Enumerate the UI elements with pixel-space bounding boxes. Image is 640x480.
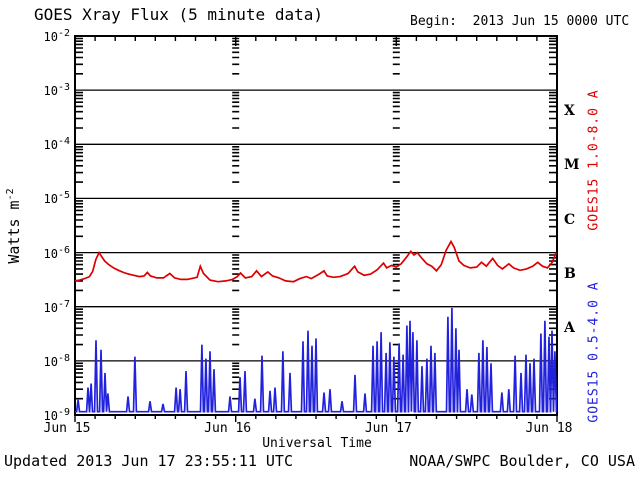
y-tick-label: 10-9 <box>43 407 71 423</box>
flare-class-C: C <box>564 211 576 228</box>
y-tick-label: 10-2 <box>43 28 71 44</box>
begin-time-label: Begin: 2013 Jun 15 0000 UTC <box>410 14 630 29</box>
y-axis-title: Watts m-2 <box>5 188 23 263</box>
y-tick-label: 10-8 <box>43 352 71 369</box>
y-axis-title-base: Watts m <box>5 200 23 264</box>
y-tick-label: 10-7 <box>43 298 71 315</box>
x-tick-label: Jun 18 <box>525 421 573 436</box>
y-tick-label: 10-6 <box>43 244 71 261</box>
flare-class-A: A <box>564 319 575 336</box>
xray-long-trace <box>74 239 557 283</box>
footer-updated-timestamp: Updated 2013 Jun 17 23:55:11 UTC <box>4 452 293 470</box>
x-axis-title: Universal Time <box>262 436 372 451</box>
y-tick-label: 10-5 <box>43 190 71 207</box>
flare-class-M: M <box>564 157 580 174</box>
chart-title: GOES Xray Flux (5 minute data) <box>34 5 323 24</box>
plot-frame <box>74 35 558 416</box>
decade-grid-lines <box>75 89 557 362</box>
xray-short-trace <box>75 307 558 413</box>
x-tick-label: Jun 17 <box>364 421 412 436</box>
y-tick-label: 10-4 <box>43 136 71 153</box>
legend-goes15-long-channel: GOES15 1.0-8.0 A <box>586 89 602 231</box>
flare-class-B: B <box>564 265 576 282</box>
legend-goes15-short-channel: GOES15 0.5-4.0 A <box>586 281 602 423</box>
x-tick-label: Jun 15 <box>43 421 91 436</box>
y-tick-label: 10-3 <box>43 82 71 99</box>
flare-class-X: X <box>564 103 575 120</box>
y-axis-title-exponent: -2 <box>5 188 16 201</box>
footer-credit: NOAA/SWPC Boulder, CO USA <box>409 452 635 470</box>
x-tick-label: Jun 16 <box>204 421 252 436</box>
